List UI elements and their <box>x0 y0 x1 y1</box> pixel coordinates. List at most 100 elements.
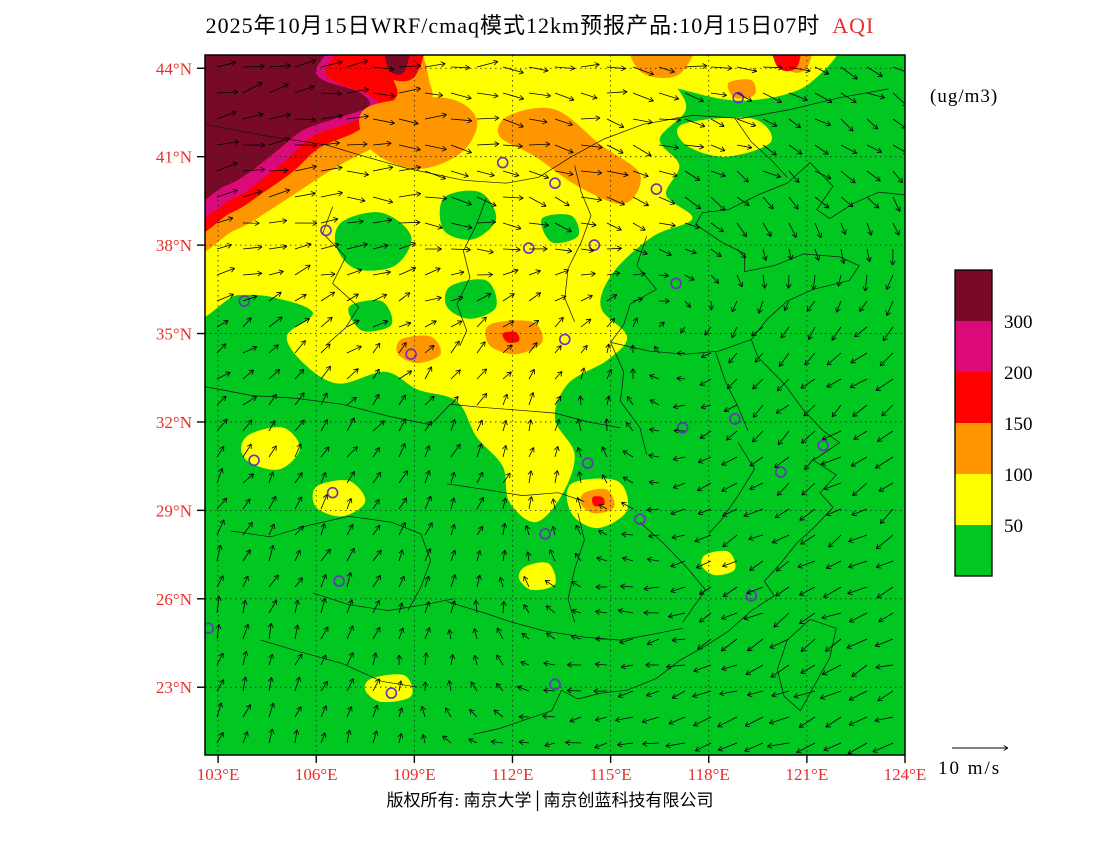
wind-arrow <box>848 560 868 568</box>
wind-arrow <box>606 294 618 302</box>
wind-arrow <box>825 638 842 652</box>
wind-arrow <box>216 61 237 68</box>
wind-arrow <box>762 170 781 178</box>
wind-arrow <box>320 574 327 588</box>
wind-arrow <box>710 118 725 127</box>
wind-arrow <box>554 66 575 69</box>
city-marker <box>522 242 535 254</box>
wind-arrow <box>575 524 582 536</box>
wind-arrow <box>372 271 391 276</box>
wind-arrow <box>788 274 790 289</box>
lon-tick-label: 115°E <box>590 765 632 784</box>
wind-arrow <box>476 368 487 380</box>
wind-arrow <box>849 612 868 623</box>
wind-arrow <box>450 524 455 536</box>
wind-arrow <box>320 654 327 666</box>
aqi-region-orange <box>497 107 641 205</box>
wind-arrow <box>632 317 638 328</box>
wind-arrow <box>450 144 472 154</box>
wind-arrow <box>528 419 532 432</box>
aqi-region-green <box>439 190 497 240</box>
wind-arrow <box>450 92 472 99</box>
wind-arrow <box>476 61 499 68</box>
wind-arrow <box>850 456 868 467</box>
wind-arrow <box>528 447 535 458</box>
wind-arrow <box>620 585 634 588</box>
wind-arrow <box>619 638 634 644</box>
wind-arrow <box>754 352 764 363</box>
wind-arrow <box>788 144 803 155</box>
wind-arrow <box>502 92 524 100</box>
wind-arrow <box>268 471 274 484</box>
wind-arrow <box>424 445 430 458</box>
wind-arrow <box>294 419 305 432</box>
wind-arrow <box>684 248 697 254</box>
wind-arrow <box>727 378 738 389</box>
wind-arrow <box>268 83 289 94</box>
legend-threshold-label: 300 <box>1004 312 1033 333</box>
wind-arrow <box>774 508 790 519</box>
wind-arrow <box>476 117 500 120</box>
wind-arrow <box>448 680 452 692</box>
wind-arrow <box>801 430 816 444</box>
wind-arrow <box>793 690 816 698</box>
wind-arrow <box>528 320 539 328</box>
wind-arrow <box>579 395 582 406</box>
wind-arrow <box>294 525 304 536</box>
wind-arrow <box>684 118 706 127</box>
wind-arrow <box>784 300 790 311</box>
wind-arrow <box>595 610 608 614</box>
wind-arrow <box>372 549 382 562</box>
wind-arrow <box>771 690 790 697</box>
wind-arrow <box>668 612 686 618</box>
wind-arrow <box>554 248 572 252</box>
wind-arrow <box>346 498 352 510</box>
wind-arrow <box>848 716 868 726</box>
legend-swatch <box>955 270 992 321</box>
wind-arrow <box>549 549 556 562</box>
wind-arrow <box>527 551 530 562</box>
wind-arrow <box>294 729 298 744</box>
wind-arrow <box>788 118 801 129</box>
wind-arrow <box>242 498 251 510</box>
wind-arrow <box>744 716 764 727</box>
wind-arrow <box>346 143 368 146</box>
wind-arrow <box>648 534 660 537</box>
wind-arrow <box>722 586 738 597</box>
wind-arrow <box>398 65 422 68</box>
wind-arrow <box>580 367 585 380</box>
wind-arrow <box>294 118 316 121</box>
wind-arrow <box>658 144 679 149</box>
wind-arrow <box>502 472 511 484</box>
wind-arrow <box>577 418 582 432</box>
wind-arrow <box>606 318 615 328</box>
legend-threshold-label: 150 <box>1004 414 1033 435</box>
wind-arrow <box>242 522 253 536</box>
wind-arrow <box>242 704 251 718</box>
wind-arrow <box>684 65 708 68</box>
wind-arrow <box>372 626 381 640</box>
wind-arrow <box>693 664 712 672</box>
wind-arrow <box>372 244 389 250</box>
legend-threshold-label: 50 <box>1004 516 1023 537</box>
wind-arrow <box>268 291 282 302</box>
wind-arrow <box>476 443 482 458</box>
wind-arrow <box>320 316 333 328</box>
wind-arrow <box>216 217 234 224</box>
wind-arrow <box>699 430 712 439</box>
wind-arrow <box>268 369 281 380</box>
wind-arrow <box>658 118 681 121</box>
lat-tick-label: 26°N <box>156 590 192 609</box>
wind-arrow <box>242 346 258 354</box>
wind-arrow <box>632 170 649 177</box>
wind-arrow <box>879 352 894 367</box>
wind-arrow <box>836 300 842 313</box>
city-marker <box>205 622 215 635</box>
city-marker <box>539 528 552 540</box>
wind-arrow <box>800 534 816 545</box>
wind-arrow <box>646 690 660 697</box>
aqi-region-yellow <box>312 480 366 517</box>
wind-arrow <box>736 170 749 183</box>
wind-arrow <box>346 417 355 432</box>
